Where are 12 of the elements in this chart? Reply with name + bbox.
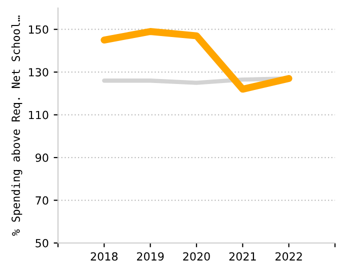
x-tick-label: 2019 [137, 252, 164, 261]
y-tick-label: 110 [28, 110, 48, 120]
y-tick-label: 50 [36, 238, 48, 248]
x-tick-label: 2020 [183, 252, 210, 261]
x-tick-label: 2018 [90, 252, 118, 261]
y-axis-title: % Spending above Req. Net School… [11, 16, 22, 236]
x-tick-label: 2022 [276, 252, 302, 261]
y-tick-label: 150 [28, 25, 48, 34]
y-tick-label: 90 [36, 154, 48, 162]
y-tick-label: 70 [36, 196, 48, 205]
x-tick-label: 2021 [229, 252, 256, 261]
y-tick-label: 130 [28, 68, 48, 76]
